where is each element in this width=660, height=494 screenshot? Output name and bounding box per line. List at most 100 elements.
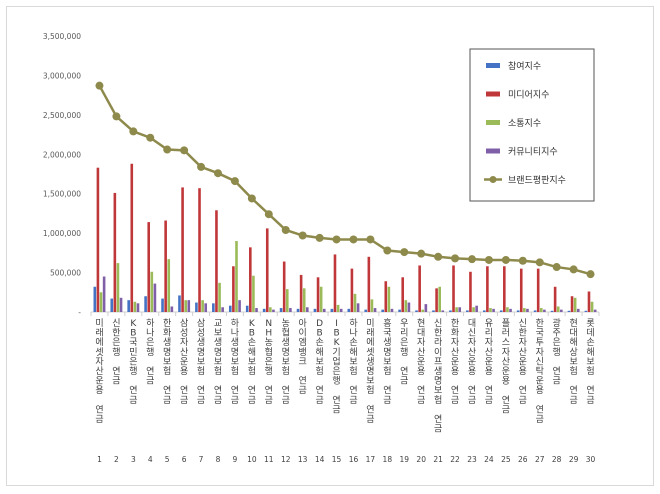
x-rank-label: 19 [399, 455, 409, 464]
line-point [146, 133, 155, 142]
bar-소통지수 [336, 304, 340, 312]
bar-소통지수 [438, 286, 441, 312]
bar-layer [93, 163, 597, 312]
bar-소통지수 [319, 286, 323, 312]
bar-미디어지수 [265, 228, 269, 312]
line-point [451, 254, 460, 263]
line-point [434, 252, 443, 261]
bar-미디어지수 [401, 277, 405, 312]
x-rank-label: 12 [281, 455, 291, 464]
bar-미디어지수 [232, 266, 235, 312]
bar-참여지수 [398, 309, 401, 312]
legend-entry: 참여지수 [508, 60, 541, 72]
bar-소통지수 [370, 299, 374, 312]
bar-커뮤니티지수 [170, 306, 174, 312]
bar-커뮤니티지수 [407, 302, 411, 312]
x-rank-label: 3 [131, 455, 136, 464]
bar-커뮤니티지수 [390, 308, 394, 312]
bar-미디어지수 [130, 163, 134, 312]
bar-참여지수 [449, 310, 452, 312]
x-rank-label: 18 [383, 455, 393, 464]
bar-커뮤니티지수 [136, 303, 140, 312]
bar-참여지수 [313, 308, 317, 312]
bar-미디어지수 [570, 296, 574, 312]
bar-참여지수 [584, 310, 588, 312]
bar-커뮤니티지수 [526, 308, 529, 312]
x-rank-label: 11 [264, 455, 274, 464]
x-rank-label: 4 [148, 455, 153, 464]
bar-커뮤니티지수 [238, 300, 241, 312]
bar-미디어지수 [486, 266, 489, 312]
y-tick-label: 1,000,000 [43, 229, 81, 238]
bar-커뮤니티지수 [322, 308, 326, 312]
bar-참여지수 [195, 302, 198, 312]
bar-소통지수 [590, 301, 594, 312]
legend-entry: 미디어지수 [508, 90, 549, 101]
brand-reputation-chart: - 500,000 1,000,000 1,500,000 2,000,000 2,500… [43, 32, 600, 464]
bar-참여지수 [381, 309, 384, 312]
legend-swatch [486, 91, 500, 97]
bar-참여지수 [212, 303, 215, 312]
bar-소통지수 [404, 300, 408, 312]
bar-참여지수 [550, 310, 554, 312]
bar-소통지수 [269, 307, 272, 312]
x-rank-label: 28 [552, 455, 562, 464]
bar-참여지수 [415, 310, 418, 312]
bar-미디어지수 [469, 271, 472, 312]
line-point [298, 231, 307, 240]
bar-소통지수 [523, 308, 526, 312]
line-point [468, 255, 476, 264]
bar-커뮤니티지수 [543, 309, 546, 312]
bar-참여지수 [110, 298, 114, 312]
bar-소통지수 [421, 309, 425, 312]
bar-소통지수 [302, 288, 306, 312]
bar-참여지수 [127, 300, 130, 312]
bar-커뮤니티지수 [373, 308, 377, 312]
bar-소통지수 [99, 292, 103, 312]
bar-참여지수 [364, 309, 368, 312]
legend-entry: 브랜드평판지수 [508, 175, 566, 186]
legend-swatch [486, 63, 500, 68]
bar-커뮤니티지수 [356, 303, 360, 312]
line-point [569, 265, 578, 274]
bar-참여지수 [262, 308, 266, 312]
bar-커뮤니티지수 [560, 309, 563, 312]
x-rank-label: 10 [247, 455, 257, 464]
bar-미디어지수 [587, 291, 591, 312]
bar-커뮤니티지수 [492, 308, 495, 312]
bar-미디어지수 [536, 268, 540, 312]
line-point [332, 235, 341, 244]
x-rank-label: 6 [182, 455, 187, 464]
line-point [230, 177, 239, 186]
bar-커뮤니티지수 [187, 300, 191, 312]
line-point [366, 235, 375, 244]
bar-소통지수 [252, 275, 255, 312]
legend-entry: 소통지수 [508, 118, 541, 129]
line-point [349, 235, 358, 244]
x-rank-label: 5 [165, 455, 170, 464]
x-rank-label: 13 [298, 455, 308, 464]
bar-미디어지수 [435, 288, 438, 312]
bar-참여지수 [228, 305, 232, 312]
bar-참여지수 [516, 310, 520, 312]
line-point [417, 249, 426, 258]
legend-box [469, 48, 595, 202]
bar-소통지수 [285, 289, 289, 312]
x-rank-label: 29 [569, 455, 579, 464]
bar-미디어지수 [519, 268, 523, 312]
bar-커뮤니티지수 [102, 276, 106, 312]
